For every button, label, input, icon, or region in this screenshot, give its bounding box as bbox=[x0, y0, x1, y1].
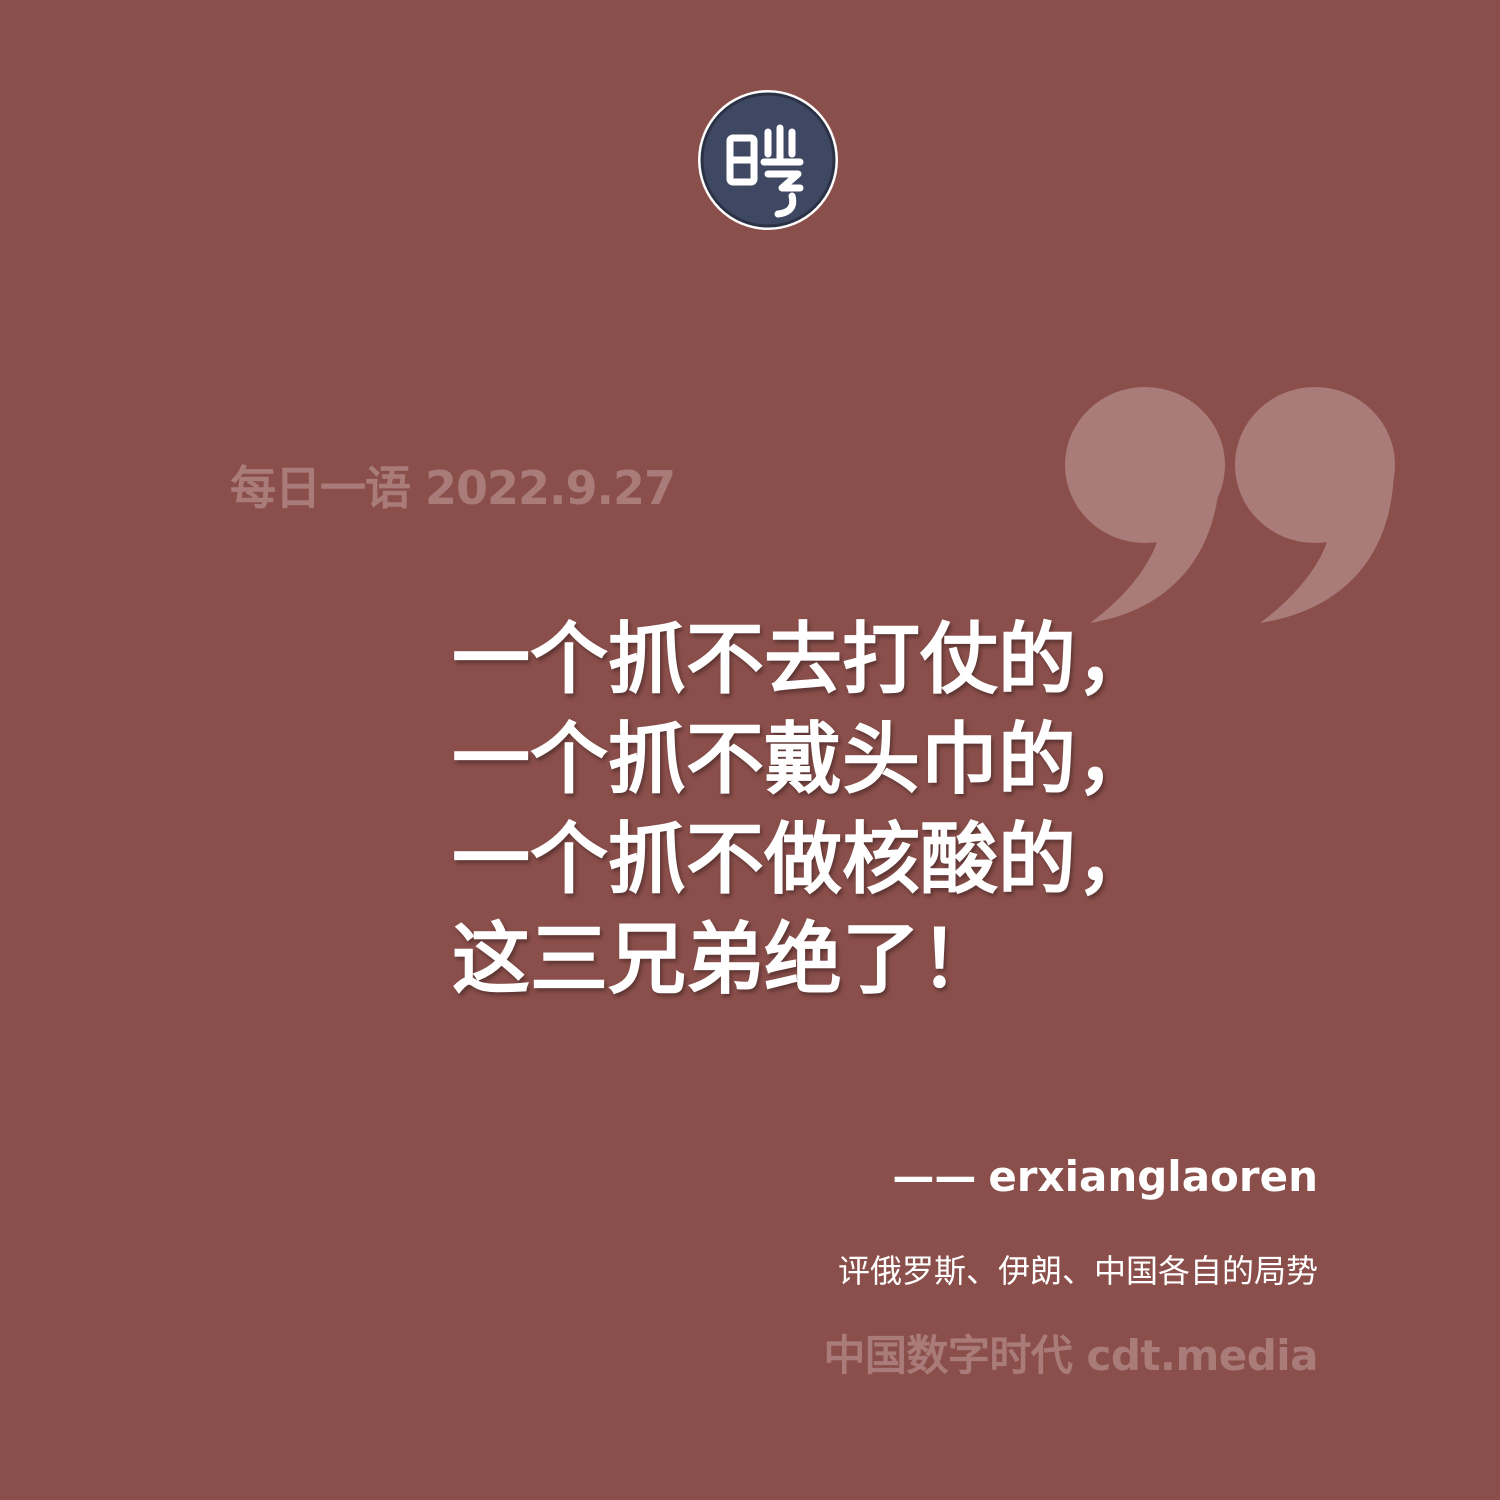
brand-site: cdt.media bbox=[1086, 1331, 1318, 1380]
author-name: erxianglaoren bbox=[988, 1152, 1318, 1201]
quote-line: 一个抓不做核酸的， bbox=[452, 814, 1155, 905]
brand-name: 中国数字时代 bbox=[823, 1331, 1073, 1380]
attribution-dash: —— bbox=[892, 1152, 977, 1201]
quote-line: 这三兄弟绝了！ bbox=[452, 914, 999, 1005]
quote-line: 一个抓不去打仗的， bbox=[452, 614, 1155, 705]
daily-quote-header: 每日一语 2022.9.27 bbox=[230, 452, 676, 518]
header-date: 2022.9.27 bbox=[425, 461, 676, 515]
quote-line: 一个抓不戴头巾的， bbox=[452, 714, 1155, 805]
header-label: 每日一语 bbox=[230, 461, 411, 515]
closing-quote-icon bbox=[1060, 385, 1400, 630]
quote-attribution: —— erxianglaoren bbox=[892, 1152, 1318, 1201]
source-title: 评俄罗斯、伊朗、中国各自的局势 bbox=[837, 1252, 1318, 1290]
cdt-seal-logo-icon bbox=[698, 90, 838, 230]
quote-body: 一个抓不去打仗的， 一个抓不戴头巾的， 一个抓不做核酸的， 这三兄弟绝了！ bbox=[452, 610, 1212, 1010]
cdt-seal-logo bbox=[696, 88, 840, 232]
footer-brand: 中国数字时代 cdt.media bbox=[823, 1322, 1318, 1383]
